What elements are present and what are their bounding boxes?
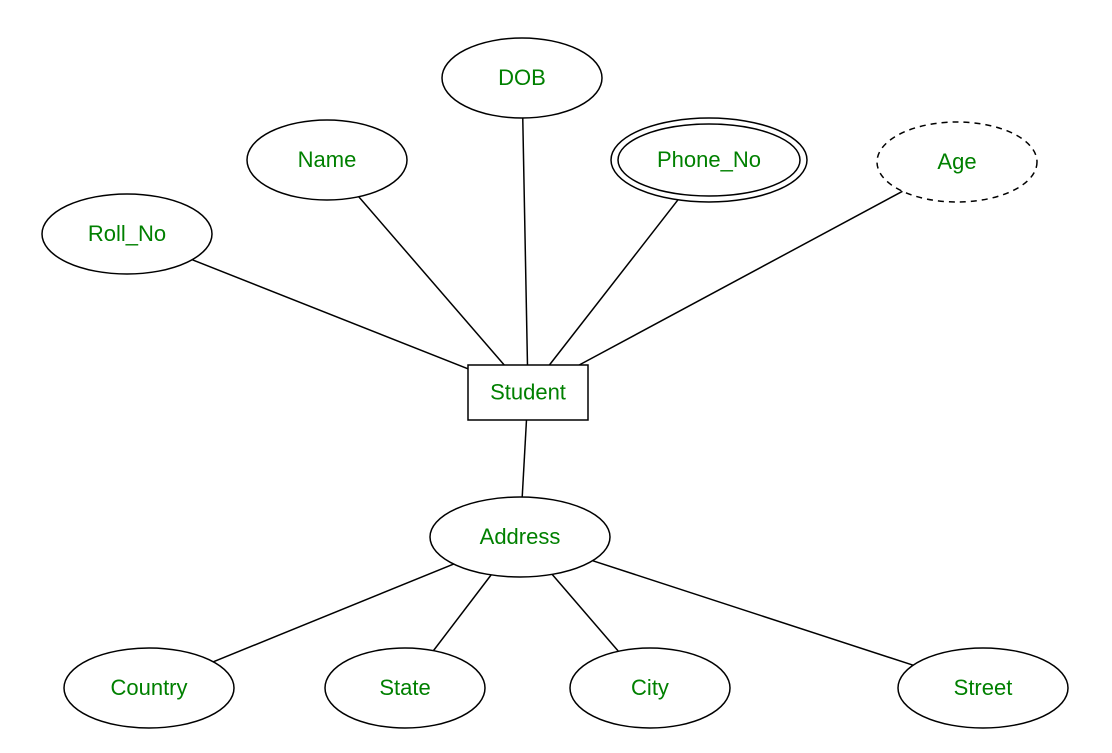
attribute-label: Roll_No [88, 221, 166, 246]
attribute-label: Age [937, 149, 976, 174]
attribute-name: Name [247, 120, 407, 200]
edge-address-country [213, 564, 453, 662]
attribute-label: Country [110, 675, 187, 700]
attribute-dob: DOB [442, 38, 602, 118]
attribute-address: Address [430, 497, 610, 577]
er-diagram-canvas: Student Roll_No Name DOB Phone_No Age Address C… [0, 0, 1112, 753]
edge-address-state [433, 575, 491, 651]
nodes-layer: Student Roll_No Name DOB Phone_No Age Address C… [42, 38, 1068, 728]
attribute-label: Phone_No [657, 147, 761, 172]
attribute-age: Age [877, 122, 1037, 202]
attribute-label: DOB [498, 65, 546, 90]
attribute-label: State [379, 675, 430, 700]
attribute-city: City [570, 648, 730, 728]
attribute-state: State [325, 648, 485, 728]
attribute-street: Street [898, 648, 1068, 728]
attribute-label: Street [954, 675, 1013, 700]
attribute-label: City [631, 675, 669, 700]
attribute-rollno: Roll_No [42, 194, 212, 274]
entity-student: Student [468, 365, 588, 420]
attribute-label: Name [298, 147, 357, 172]
edge-student-name [359, 197, 504, 365]
edge-student-dob [523, 118, 528, 365]
edge-student-address [522, 420, 526, 497]
edge-student-phone [549, 200, 678, 365]
edge-student-age [579, 191, 902, 365]
entity-label: Student [490, 379, 566, 404]
attribute-label: Address [480, 524, 561, 549]
attribute-phone: Phone_No [611, 118, 807, 202]
edge-address-city [552, 574, 618, 651]
attribute-country: Country [64, 648, 234, 728]
